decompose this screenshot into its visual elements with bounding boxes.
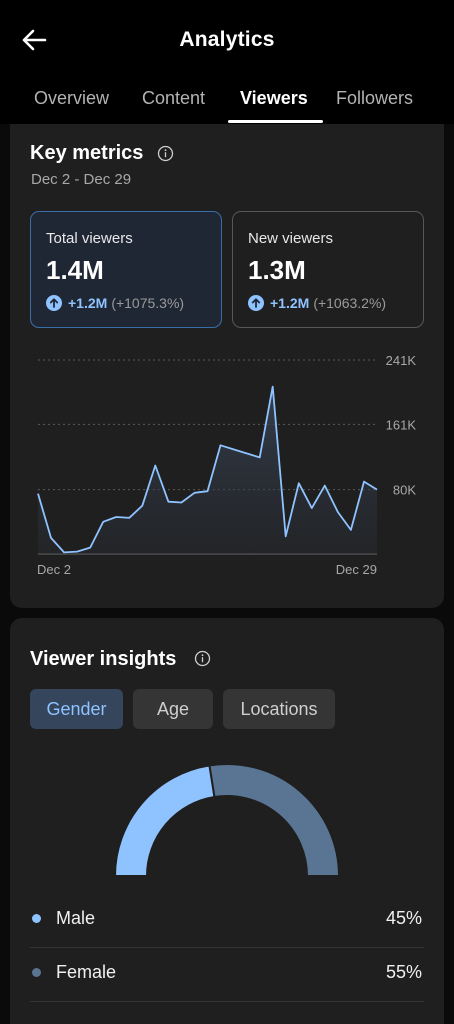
legend-value: 45% [385, 908, 422, 928]
total-viewers-card[interactable]: Total viewers 1.4M +1.2M (+1075.3%) [30, 211, 222, 328]
metric-value: 1.3M [248, 255, 306, 285]
y-tick-label: 161K [386, 417, 417, 432]
page-title: Analytics [179, 28, 275, 51]
legend-label: Male [56, 908, 96, 928]
legend-value: 55% [385, 962, 422, 982]
viewer-insights-title: Viewer insights [30, 648, 177, 670]
change-percent: (+1063.2%) [313, 295, 387, 311]
x-tick-label-end: Dec 29 [336, 562, 377, 577]
tab-content[interactable]: Content [142, 88, 206, 108]
metric-value: 1.4M [46, 255, 104, 285]
series-line [37, 385, 378, 554]
change-value: +1.2M [270, 295, 310, 311]
tab-viewers[interactable]: Viewers [240, 88, 308, 108]
key-metrics-title: Key metrics [30, 142, 144, 164]
legend-row-female: Female 55% [30, 948, 424, 1002]
info-icon[interactable] [157, 145, 174, 162]
legend-row-male: Male 45% [30, 894, 424, 948]
y-tick-label: 241K [386, 353, 417, 368]
y-tick-label: 80K [393, 483, 416, 498]
viewers-line-chart: 241K 161K 80K Dec 2 Dec 29 [37, 353, 417, 577]
donut-slice-male[interactable] [113, 764, 216, 877]
legend-label: Female [56, 962, 117, 982]
tab-followers[interactable]: Followers [336, 88, 414, 108]
tab-scroll-fade [424, 78, 454, 124]
arrow-left-icon [22, 29, 47, 51]
area-fill [38, 386, 377, 554]
segment-gender[interactable]: Gender [30, 689, 123, 729]
segment-locations[interactable]: Locations [223, 689, 335, 729]
active-tab-indicator [228, 120, 323, 123]
change-value: +1.2M [68, 295, 108, 311]
header: Analytics [0, 0, 454, 80]
metric-label: New viewers [248, 230, 334, 247]
info-icon[interactable] [194, 650, 211, 667]
date-range: Dec 2 - Dec 29 [31, 171, 132, 188]
viewer-insights-card: Viewer insights Gender Age Locations Mal… [10, 618, 444, 1024]
metric-change: +1.2M (+1063.2%) [248, 295, 386, 311]
change-percent: (+1075.3%) [111, 295, 185, 311]
donut-slice-female[interactable] [208, 763, 341, 877]
tab-overview[interactable]: Overview [34, 88, 110, 108]
segment-age[interactable]: Age [133, 689, 213, 729]
x-tick-label-start: Dec 2 [37, 562, 71, 577]
arrow-up-circle-icon [46, 295, 62, 311]
arrow-up-circle-icon [248, 295, 264, 311]
tab-bar: Overview Content Viewers Followers [0, 78, 454, 124]
back-button[interactable] [18, 24, 50, 56]
female-color-dot [32, 968, 41, 977]
male-color-dot [32, 914, 41, 923]
key-metrics-card: Key metrics Dec 2 - Dec 29 Total viewers… [10, 124, 444, 608]
viewers-chart[interactable]: 241K 161K 80K Dec 2 Dec 29 [10, 344, 444, 584]
new-viewers-card[interactable]: New viewers 1.3M +1.2M (+1063.2%) [232, 211, 424, 328]
metric-label: Total viewers [46, 230, 133, 247]
gender-donut-chart [10, 748, 444, 888]
metric-change: +1.2M (+1075.3%) [46, 295, 184, 311]
